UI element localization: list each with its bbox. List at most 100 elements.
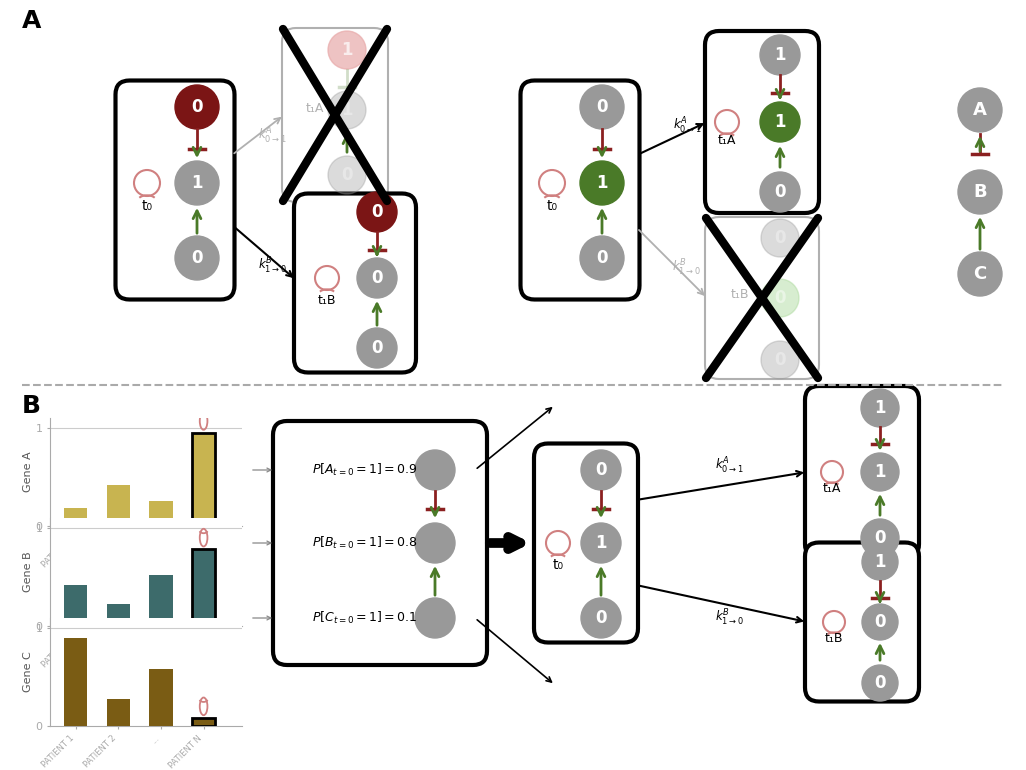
Text: 0: 0 — [191, 249, 203, 267]
Circle shape — [862, 665, 898, 701]
Circle shape — [861, 389, 899, 427]
Text: 1: 1 — [342, 101, 353, 119]
Circle shape — [861, 519, 899, 557]
Circle shape — [861, 453, 899, 491]
Circle shape — [175, 236, 219, 280]
Text: 1: 1 — [191, 174, 203, 192]
Text: $k_{1\rightarrow0}^{B}$: $k_{1\rightarrow0}^{B}$ — [258, 256, 286, 276]
Circle shape — [581, 598, 621, 638]
Text: C: C — [974, 265, 987, 283]
Text: 0: 0 — [371, 203, 383, 221]
FancyBboxPatch shape — [294, 193, 416, 373]
Text: $k_{1\rightarrow0}^{B}$: $k_{1\rightarrow0}^{B}$ — [672, 258, 701, 278]
Text: $k_{0\rightarrow1}^{A}$: $k_{0\rightarrow1}^{A}$ — [258, 126, 286, 146]
Text: t₀: t₀ — [142, 199, 153, 213]
Bar — [192, 433, 215, 526]
Circle shape — [581, 450, 621, 490]
Text: 0: 0 — [775, 183, 786, 201]
Circle shape — [761, 219, 799, 257]
Circle shape — [357, 328, 397, 368]
Bar — [149, 669, 172, 726]
Bar — [192, 718, 215, 726]
Circle shape — [761, 279, 799, 317]
Circle shape — [958, 170, 1002, 214]
Text: $k_{0\rightarrow1}^{A}$: $k_{0\rightarrow1}^{A}$ — [715, 456, 744, 476]
FancyBboxPatch shape — [805, 543, 919, 701]
Text: $k_{1\rightarrow0}^{B}$: $k_{1\rightarrow0}^{B}$ — [715, 608, 744, 628]
Circle shape — [760, 102, 800, 142]
Text: 1: 1 — [874, 463, 885, 481]
FancyBboxPatch shape — [282, 28, 388, 202]
Circle shape — [580, 85, 624, 129]
Circle shape — [760, 172, 800, 212]
Text: 0: 0 — [775, 289, 786, 307]
Circle shape — [415, 598, 455, 638]
Bar — [64, 508, 87, 526]
Bar — [107, 604, 130, 626]
Text: t₁A: t₁A — [306, 102, 324, 115]
Text: A: A — [973, 101, 987, 119]
Text: 0: 0 — [191, 98, 203, 116]
Circle shape — [958, 88, 1002, 132]
Text: t₁B: t₁B — [318, 293, 337, 306]
Bar — [107, 485, 130, 526]
Bar — [64, 638, 87, 726]
Circle shape — [580, 236, 624, 280]
Text: 0: 0 — [874, 529, 885, 547]
FancyBboxPatch shape — [520, 81, 639, 300]
Text: 0: 0 — [596, 98, 607, 116]
Text: t₀: t₀ — [547, 199, 557, 213]
Text: 0: 0 — [371, 269, 383, 287]
FancyBboxPatch shape — [273, 421, 487, 665]
FancyBboxPatch shape — [705, 31, 819, 213]
Circle shape — [958, 252, 1002, 296]
Circle shape — [328, 31, 366, 69]
Text: $P[B_{t=0}=1]=0.8$: $P[B_{t=0}=1]=0.8$ — [312, 535, 418, 551]
Circle shape — [760, 35, 800, 75]
Text: 0: 0 — [775, 351, 786, 369]
Text: B: B — [22, 394, 41, 418]
Circle shape — [862, 544, 898, 580]
Text: $k_{0\rightarrow1}^{A}$: $k_{0\rightarrow1}^{A}$ — [673, 116, 702, 136]
FancyBboxPatch shape — [116, 81, 235, 300]
Text: B: B — [974, 183, 987, 201]
Y-axis label: Gene C: Gene C — [23, 651, 33, 692]
Text: t₁A: t₁A — [718, 134, 737, 147]
FancyBboxPatch shape — [534, 444, 638, 642]
Text: 0: 0 — [596, 249, 607, 267]
Y-axis label: Gene B: Gene B — [23, 551, 33, 592]
Text: t₁B: t₁B — [731, 288, 749, 301]
Bar — [149, 575, 172, 626]
Bar — [107, 698, 130, 726]
Text: 1: 1 — [874, 553, 885, 571]
Circle shape — [175, 161, 219, 205]
Text: 0: 0 — [775, 229, 786, 247]
Circle shape — [415, 523, 455, 563]
Text: 0: 0 — [595, 461, 606, 479]
Bar — [64, 584, 87, 626]
Bar — [192, 550, 215, 626]
Circle shape — [580, 161, 624, 205]
Text: 0: 0 — [874, 674, 885, 692]
Circle shape — [862, 604, 898, 640]
FancyBboxPatch shape — [705, 217, 819, 379]
Bar — [149, 501, 172, 526]
Circle shape — [357, 192, 397, 232]
Text: 1: 1 — [874, 399, 885, 417]
Text: 0: 0 — [371, 339, 383, 357]
Circle shape — [328, 156, 366, 194]
Circle shape — [581, 523, 621, 563]
Circle shape — [415, 450, 455, 490]
FancyBboxPatch shape — [805, 386, 919, 558]
Text: A: A — [22, 9, 41, 33]
Text: 1: 1 — [595, 534, 606, 552]
Circle shape — [761, 341, 799, 379]
Text: 1: 1 — [596, 174, 607, 192]
Y-axis label: Gene A: Gene A — [23, 452, 33, 492]
Text: $P[A_{t=0}=1]=0.9$: $P[A_{t=0}=1]=0.9$ — [312, 462, 418, 478]
Text: t₀: t₀ — [552, 558, 563, 572]
Text: 0: 0 — [874, 613, 885, 631]
Text: 1: 1 — [775, 46, 786, 64]
Text: t₁A: t₁A — [823, 482, 841, 495]
Text: 1: 1 — [342, 41, 353, 59]
